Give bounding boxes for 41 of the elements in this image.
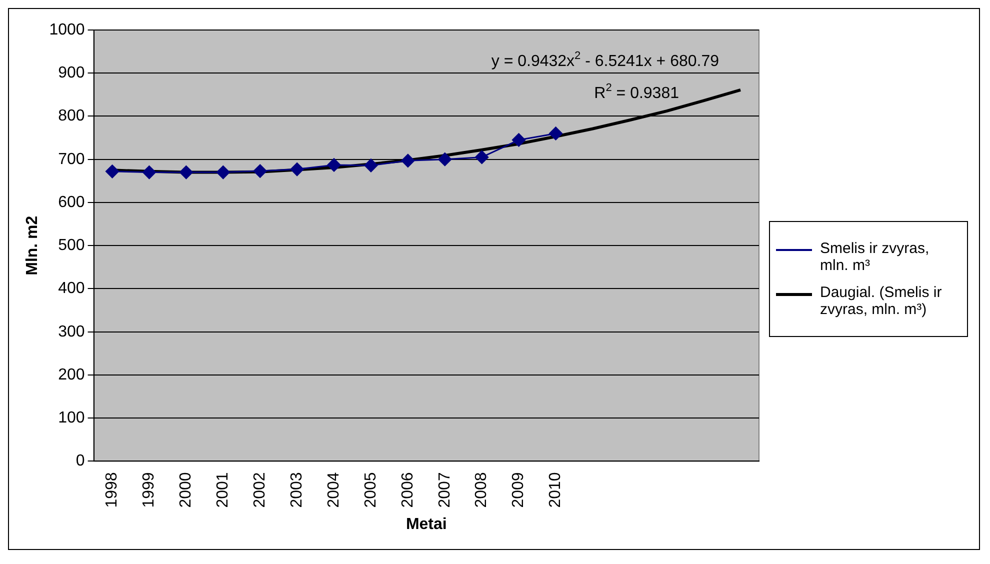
x-tick-label: 1999 [140, 472, 158, 508]
x-tick-label: 1998 [104, 472, 121, 508]
point [475, 150, 489, 164]
y-tick-label: 600 [58, 194, 85, 211]
x-tick-label: 2007 [436, 472, 454, 508]
point [216, 166, 230, 180]
x-tick-label: 2004 [325, 472, 342, 508]
y-tick-label: 700 [58, 150, 85, 168]
point [512, 133, 526, 147]
y-tick-label: 100 [58, 409, 85, 426]
x-tick-label: 2008 [473, 472, 490, 508]
point [179, 166, 193, 180]
x-tick-label: 2005 [362, 472, 380, 508]
point [106, 164, 120, 178]
legend-label: Daugial. (Smelis ir zvyras, mln. m³) [820, 284, 943, 318]
y-tick-label: 300 [58, 323, 85, 340]
y-tick-label: 400 [58, 280, 85, 298]
y-tick-label: 0 [76, 452, 85, 470]
point [401, 154, 415, 168]
point [548, 126, 562, 140]
y-tick-label: 1000 [49, 21, 85, 38]
x-tick-label: 2006 [399, 472, 416, 508]
x-tick-label: 2003 [288, 472, 306, 508]
y-tick-label: 900 [58, 64, 85, 82]
point [142, 166, 156, 180]
legend-label: Smelis ir zvyras, mln. m³ [820, 240, 930, 274]
x-tick-label: 2010 [547, 472, 564, 508]
y-tick-label: 800 [58, 108, 85, 125]
point [290, 162, 304, 176]
x-tick-label: 2000 [178, 472, 195, 508]
point [253, 164, 267, 178]
point [327, 158, 341, 172]
point [364, 158, 378, 172]
x-axis-title: Metai [406, 516, 447, 533]
y-tick-label: 200 [58, 366, 85, 384]
x-tick-label: 2002 [252, 472, 268, 508]
y-tick-label: 500 [58, 237, 85, 254]
y-axis-title: Mln. m2 [24, 216, 42, 276]
point [438, 152, 452, 166]
x-tick-label: 2009 [510, 472, 528, 508]
x-tick-label: 2001 [214, 472, 232, 508]
